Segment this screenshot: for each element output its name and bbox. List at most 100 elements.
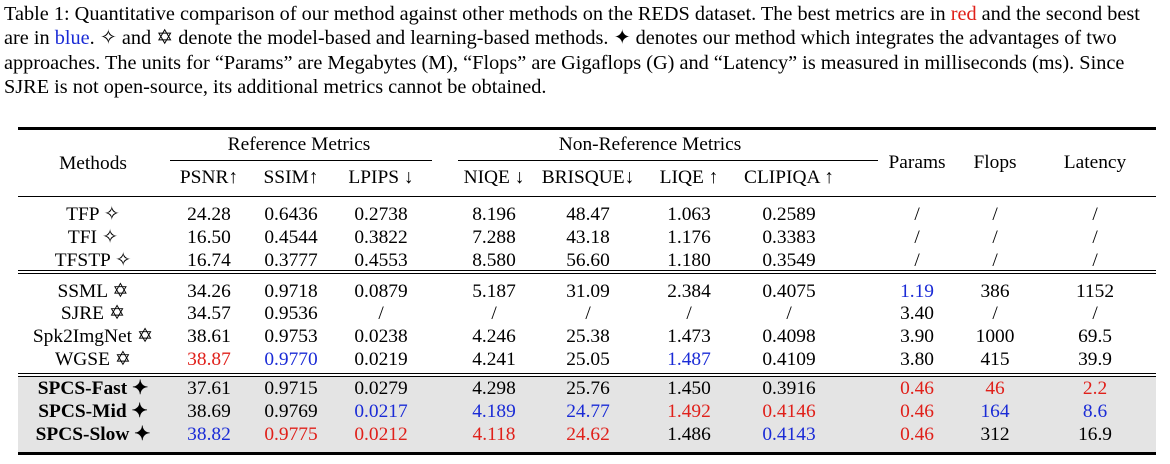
caption-part-1: Table 1: Quantitative comparison of our … bbox=[4, 3, 951, 25]
table-row: SSML ✡ 34.26 0.9718 0.0879 5.187 31.09 2.384 0.… bbox=[18, 273, 1156, 304]
cell-liqe: 1.176 bbox=[667, 226, 711, 248]
spacer bbox=[844, 424, 878, 447]
cell-clipiqa: 0.4075 bbox=[762, 280, 816, 302]
cell-lpips: 0.0219 bbox=[354, 349, 408, 371]
cell-clipiqa: 0.3383 bbox=[762, 226, 816, 248]
cell-liqe: 1.486 bbox=[667, 423, 711, 445]
header-row-metrics: PSNR↑ SSIM↑ LPIPS ↓ NIQE ↓ BRISQUE↓ LIQE… bbox=[18, 161, 1156, 196]
cell-brisque: 31.09 bbox=[566, 280, 610, 302]
method-name: SJRE ✡ bbox=[60, 303, 126, 325]
cell-latency: 1152 bbox=[1076, 280, 1115, 302]
col-ssim: SSIM↑ bbox=[263, 167, 319, 189]
cell-niqe: 4.246 bbox=[472, 326, 516, 348]
nonreference-metrics-group: Non-Reference Metrics bbox=[558, 134, 742, 156]
cell-latency: 2.2 bbox=[1082, 378, 1108, 399]
spacer bbox=[844, 273, 878, 304]
cell-psnr: 24.28 bbox=[187, 204, 231, 225]
comparison-table: Methods Reference Metrics Non-Reference … bbox=[18, 130, 1156, 447]
cell-psnr: 34.57 bbox=[187, 303, 231, 325]
spacer bbox=[430, 326, 456, 349]
cell-params: / bbox=[914, 226, 920, 248]
cell-flops: 312 bbox=[980, 423, 1010, 445]
col-clipiqa: CLIPIQA ↑ bbox=[744, 167, 834, 189]
method-name: SSML ✡ bbox=[57, 280, 129, 302]
table-row: WGSE ✡ 38.87 0.9770 0.0219 4.241 25.05 1.487 0.… bbox=[18, 349, 1156, 372]
cell-clipiqa: 0.4143 bbox=[762, 423, 816, 445]
method-name: SPCS-Fast ✦ bbox=[37, 378, 149, 399]
header-bottom-rule bbox=[18, 196, 1156, 197]
cell-ssim: 0.3777 bbox=[264, 249, 318, 271]
cell-psnr: 38.87 bbox=[187, 349, 231, 371]
table-body: TFP ✧ 24.28 0.6436 0.2738 8.196 48.47 1.063 0.2… bbox=[18, 196, 1156, 447]
spacer bbox=[844, 303, 878, 326]
cell-psnr: 38.61 bbox=[187, 326, 231, 348]
cell-clipiqa: 0.4109 bbox=[762, 349, 816, 371]
cell-psnr: 37.61 bbox=[187, 378, 231, 399]
cell-ssim: 0.9775 bbox=[264, 423, 318, 445]
cell-latency: 39.9 bbox=[1078, 349, 1112, 371]
cell-liqe: 1.473 bbox=[667, 326, 711, 348]
spacer bbox=[844, 250, 878, 273]
cell-clipiqa: 0.3916 bbox=[762, 378, 816, 399]
cell-liqe: 1.492 bbox=[667, 400, 711, 422]
table-row: SPCS-Slow ✦ 38.82 0.9775 0.0212 4.118 24.62 1.… bbox=[18, 424, 1156, 447]
cell-brisque: 25.76 bbox=[566, 378, 610, 399]
cell-params: 3.80 bbox=[900, 349, 934, 371]
cell-brisque: 43.18 bbox=[566, 226, 610, 248]
caption-part-2: and the second best are in bbox=[4, 3, 1140, 50]
cell-latency: 8.6 bbox=[1082, 400, 1108, 422]
nonreference-group-rule bbox=[458, 160, 878, 161]
cell-niqe: 4.241 bbox=[472, 349, 516, 371]
cell-params: 0.46 bbox=[900, 400, 934, 422]
cell-psnr: 38.69 bbox=[187, 400, 231, 422]
cell-flops: 46 bbox=[985, 378, 1005, 399]
spacer bbox=[844, 326, 878, 349]
cell-psnr: 16.74 bbox=[187, 249, 231, 271]
cell-latency: 69.5 bbox=[1078, 326, 1112, 348]
cell-ssim: 0.4544 bbox=[264, 226, 318, 248]
cell-psnr: 38.82 bbox=[187, 423, 231, 445]
model-based-bottom-rule-a bbox=[18, 270, 1156, 271]
cell-lpips: 0.2738 bbox=[354, 204, 408, 225]
cell-params: / bbox=[914, 204, 920, 225]
spacer bbox=[844, 401, 878, 424]
method-name: TFSTP ✧ bbox=[54, 249, 132, 271]
table-row: SJRE ✡ 34.57 0.9536 / / / / / 3.40 / / bbox=[18, 303, 1156, 326]
spacer bbox=[430, 196, 456, 227]
cell-lpips: 0.0879 bbox=[354, 280, 408, 302]
cell-brisque: / bbox=[585, 303, 591, 325]
cell-ssim: 0.9753 bbox=[264, 326, 318, 348]
cell-latency: / bbox=[1092, 303, 1098, 325]
cell-brisque: 25.05 bbox=[566, 349, 610, 371]
cell-clipiqa: 0.2589 bbox=[762, 204, 816, 225]
cell-params: 3.90 bbox=[900, 326, 934, 348]
caption-part-3: . ✧ and ✡ denote the model-based and lea… bbox=[4, 27, 1125, 99]
cell-brisque: 56.60 bbox=[566, 249, 610, 271]
cell-lpips: 0.0217 bbox=[354, 400, 408, 422]
cell-flops: / bbox=[992, 303, 998, 325]
spacer bbox=[844, 196, 878, 227]
cell-params: 0.46 bbox=[900, 378, 934, 399]
table-row: TFI ✧ 16.50 0.4544 0.3822 7.288 43.18 1.176 0.3… bbox=[18, 227, 1156, 250]
method-name: WGSE ✡ bbox=[54, 349, 132, 371]
col-brisque: BRISQUE↓ bbox=[541, 167, 635, 189]
cell-lpips: 0.0212 bbox=[354, 423, 408, 445]
table-row: TFP ✧ 24.28 0.6436 0.2738 8.196 48.47 1.063 0.2… bbox=[18, 196, 1156, 227]
cell-lpips: 0.0279 bbox=[354, 378, 408, 399]
cell-flops: 1000 bbox=[975, 326, 1015, 348]
cell-ssim: 0.9769 bbox=[264, 400, 318, 422]
top-rule bbox=[18, 127, 1156, 130]
caption-blue-word: blue bbox=[54, 27, 90, 50]
cell-params: 0.46 bbox=[900, 423, 934, 445]
cell-ssim: 0.6436 bbox=[264, 204, 318, 225]
cell-ssim: 0.9715 bbox=[264, 378, 318, 399]
table-caption: Table 1: Quantitative comparison of our … bbox=[4, 2, 1164, 100]
spacer bbox=[844, 349, 878, 372]
cell-liqe: 1.063 bbox=[667, 204, 711, 225]
cell-brisque: 48.47 bbox=[566, 204, 610, 225]
method-name: SPCS-Mid ✦ bbox=[38, 400, 148, 422]
spacer bbox=[430, 227, 456, 250]
cell-ssim: 0.9770 bbox=[264, 349, 318, 371]
cell-liqe: / bbox=[686, 303, 692, 325]
cell-latency: 16.9 bbox=[1078, 423, 1112, 445]
